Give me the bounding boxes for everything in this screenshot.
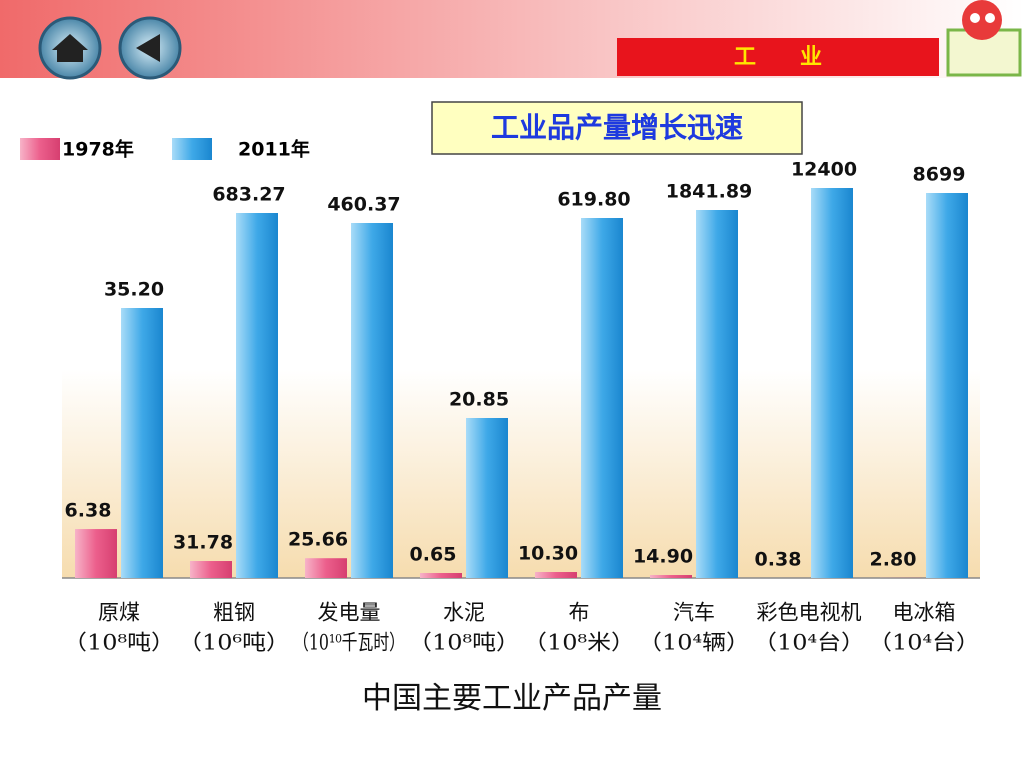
value-label: 8699 [913,164,966,186]
value-label: 460.37 [327,194,400,216]
value-label: 14.90 [633,546,693,568]
x-tick-unit: （10⁴辆） [638,631,750,655]
bar [650,575,692,578]
legend-label: 2011年 [238,138,310,161]
x-tick-label: 水泥 [443,601,485,625]
value-label: 35.20 [104,279,164,301]
x-tick-unit: （10⁴台） [868,631,980,655]
value-label: 683.27 [212,184,285,206]
bar [926,193,968,578]
x-tick-label: 发电量 [318,601,381,625]
value-label: 619.80 [557,189,630,211]
bar [811,188,853,578]
x-tick-unit: （10¹⁰千瓦时） [293,631,405,655]
caption: 中国主要工业产品产量 [362,681,662,716]
x-tick-label: 原煤 [98,601,140,625]
bar [75,529,117,578]
bar [535,572,577,578]
value-label: 2.80 [870,548,917,570]
value-label: 0.65 [410,544,457,566]
bar [466,418,508,578]
x-tick-label: 汽车 [673,601,715,625]
value-label: 1841.89 [666,181,753,203]
value-label: 20.85 [449,389,509,411]
x-tick-unit: （10⁸吨） [63,631,175,655]
x-tick-label: 布 [569,601,590,625]
value-label: 0.38 [755,548,802,570]
bar [305,558,347,578]
legend-label: 1978年 [62,138,134,161]
bar [581,218,623,578]
value-label: 10.30 [518,543,578,565]
x-tick-unit: （10⁴台） [753,631,865,655]
x-tick-unit: （10⁶吨） [178,631,290,655]
chart-title: 工业品产量增长迅速 [491,111,743,144]
bar [236,213,278,578]
x-tick-unit: （10⁸米） [523,631,635,655]
back-button[interactable] [120,18,180,78]
x-tick-label: 粗钢 [213,601,255,625]
value-label: 31.78 [173,532,233,554]
bar [420,573,462,578]
legend-swatch [172,138,212,160]
bar [351,223,393,578]
x-tick-label: 彩色电视机 [757,601,862,625]
x-tick-unit: （10⁸吨） [408,631,520,655]
x-tick-label: 电冰箱 [893,601,956,625]
value-label: 6.38 [65,500,112,522]
value-label: 25.66 [288,529,348,551]
bar [121,308,163,578]
bar [696,210,738,578]
bar [190,561,232,578]
home-button[interactable] [40,18,100,78]
value-label: 12400 [791,159,857,181]
section-title: 工 业 [734,45,822,70]
legend-swatch [20,138,60,160]
